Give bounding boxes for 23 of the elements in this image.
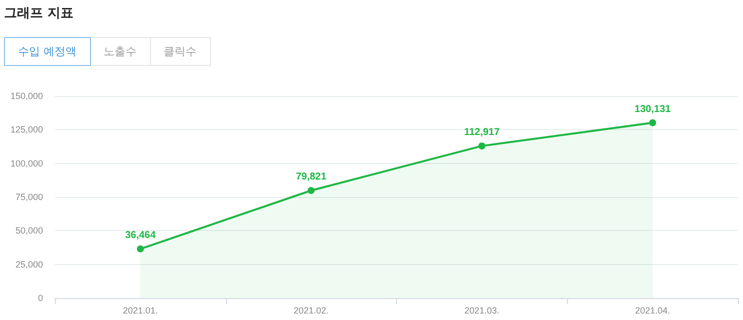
y-tick-label: 125,000 bbox=[10, 124, 43, 135]
text: 노출수 bbox=[90, 37, 150, 66]
x-tick-label: 2021.02. bbox=[294, 306, 329, 316]
x-tick-label: 2021.01. bbox=[122, 306, 158, 316]
point bbox=[308, 187, 315, 194]
x-tick-label: 2021.03. bbox=[464, 306, 500, 316]
text: 수입 예정액 bbox=[4, 37, 90, 66]
y-tick-label: 50,000 bbox=[15, 226, 43, 236]
y-tick-label: 75,000 bbox=[15, 192, 43, 202]
point bbox=[649, 119, 656, 126]
text: 클릭수 bbox=[150, 37, 210, 66]
point bbox=[478, 142, 486, 150]
data-label: 130,131 bbox=[634, 104, 672, 115]
data-label: 112,917 bbox=[464, 126, 500, 138]
y-tick-label: 150,000 bbox=[10, 91, 43, 101]
y-tick-label: 0 bbox=[38, 293, 43, 303]
y-tick-label: 25,000 bbox=[15, 259, 43, 270]
y-tick-label: 100,000 bbox=[10, 158, 43, 168]
chart-title: 그래프 지표 bbox=[4, 5, 74, 22]
x-tick-label: 2021.04. bbox=[635, 306, 670, 316]
point bbox=[136, 245, 144, 252]
data-label: 36,464 bbox=[125, 230, 156, 241]
data-label: 79,821 bbox=[296, 172, 327, 183]
